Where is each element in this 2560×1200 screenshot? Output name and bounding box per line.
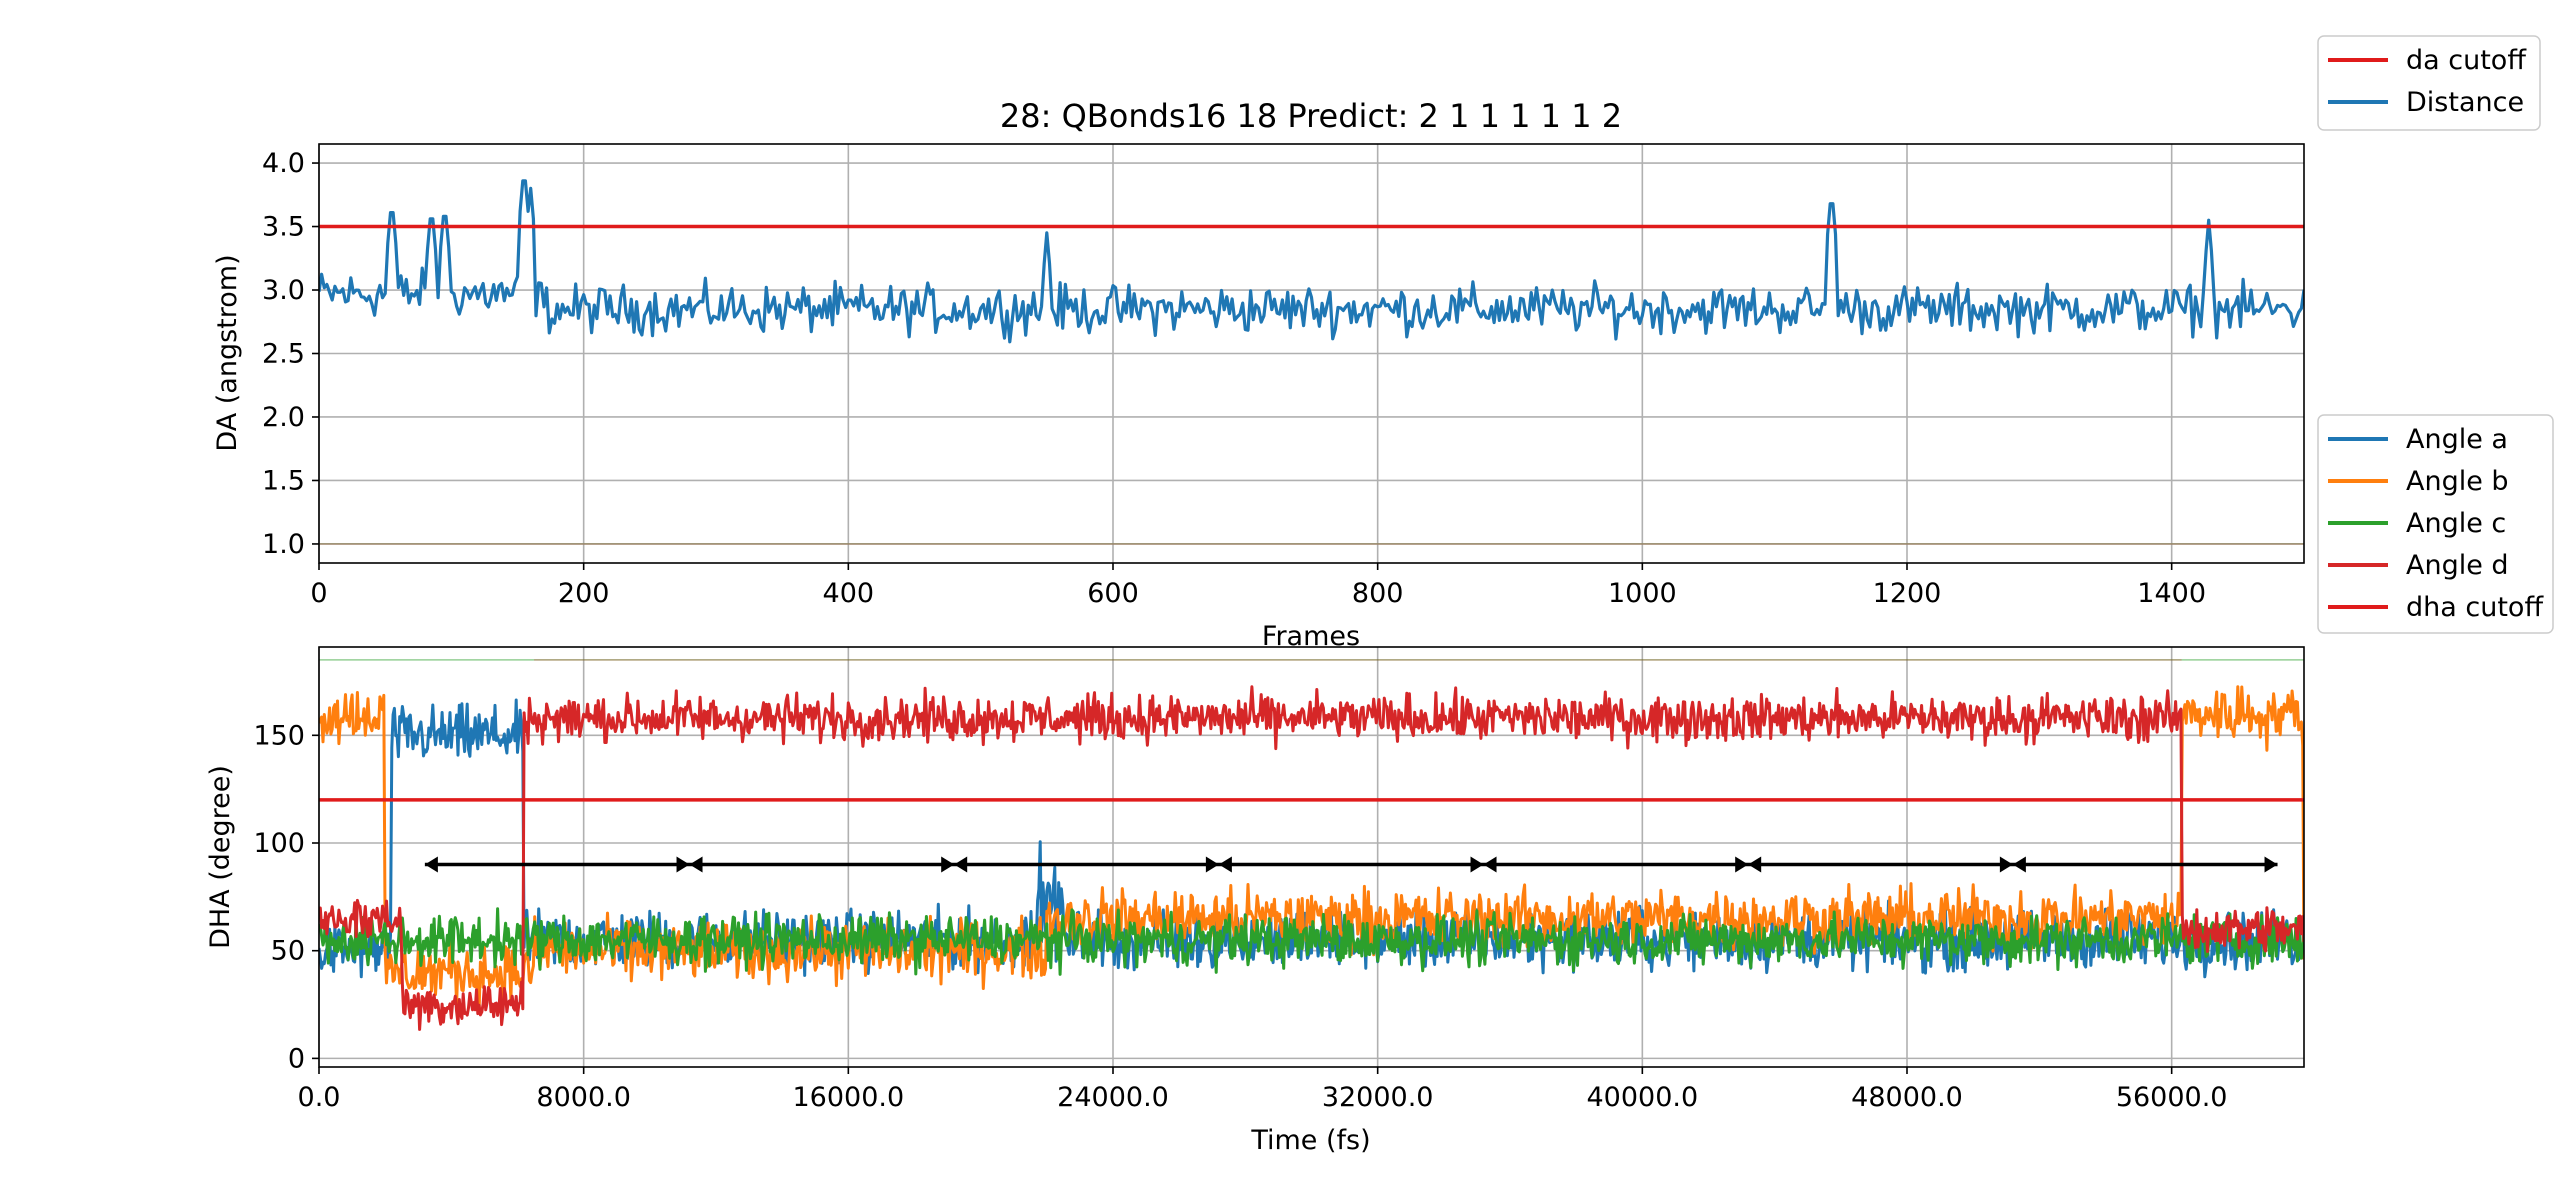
y-tick-label: 1.0 xyxy=(262,529,305,560)
marker-arrow-right xyxy=(689,856,703,873)
legend-label: dha cutoff xyxy=(2406,592,2544,623)
distance-plot-clip xyxy=(319,179,2304,545)
y-tick-label: 2.5 xyxy=(262,339,305,370)
x-tick-label: 800 xyxy=(1352,578,1404,609)
angle-ticks: 0.0 8000.0 16000.0 24000.0 32000.0 40000.0 480… xyxy=(253,720,2227,1113)
legend-label: da cutoff xyxy=(2406,45,2527,76)
x-tick-label: 8000.0 xyxy=(536,1082,630,1113)
marker-arrow-right xyxy=(2012,856,2026,873)
marker-arrow-left xyxy=(676,856,690,873)
series-line-angle-d xyxy=(319,685,2304,1031)
angle-plot-clip xyxy=(319,659,2304,1031)
legend-label: Angle a xyxy=(2406,424,2508,455)
x-tick-label: 400 xyxy=(823,578,875,609)
x-tick-label: 1200 xyxy=(1873,578,1942,609)
x-tick-label: 0.0 xyxy=(298,1082,341,1113)
x-tick-label: 1000 xyxy=(1608,578,1677,609)
y-tick-label: 150 xyxy=(253,720,305,751)
y-tick-label: 0 xyxy=(288,1043,305,1074)
angle-y-axis-label: DHA (degree) xyxy=(205,765,236,949)
x-tick-label: 600 xyxy=(1087,578,1139,609)
distance-grid xyxy=(318,144,2304,563)
x-tick-label: 24000.0 xyxy=(1057,1082,1169,1113)
distance-ticks: 0 200 400 600 800 1000 1200 1400 1.0 1.5 2.0 2.5 3.0… xyxy=(262,148,2206,609)
x-tick-label: 0 xyxy=(310,578,327,609)
distance-axes: 0 200 400 600 800 1000 1200 1400 1.0 1.5 2.0 2.5 3.0… xyxy=(212,143,2305,652)
x-tick-label: 48000.0 xyxy=(1851,1082,1963,1113)
series-line-distance xyxy=(319,179,2304,344)
angle-x-axis-label: Time (fs) xyxy=(1250,1125,1370,1156)
legend-item: Angle d xyxy=(2328,550,2509,581)
marker-arrow-right xyxy=(954,856,968,873)
distance-legend: da cutoff Distance xyxy=(2317,35,2541,131)
legend-item: Angle a xyxy=(2328,424,2508,455)
marker-arrow-right xyxy=(1748,856,1762,873)
series-line-angle-a xyxy=(319,698,2304,979)
legend-item: Angle b xyxy=(2328,466,2509,497)
marker-arrow-left xyxy=(2264,856,2278,873)
y-tick-label: 2.0 xyxy=(262,402,305,433)
marker-arrow-left xyxy=(1735,856,1749,873)
distance-y-axis-label: DA (angstrom) xyxy=(212,254,243,451)
y-tick-label: 50 xyxy=(271,936,305,967)
x-tick-label: 200 xyxy=(558,578,610,609)
x-tick-label: 1400 xyxy=(2137,578,2206,609)
marker-arrow-right xyxy=(1483,856,1497,873)
series-line-angle-c xyxy=(319,907,2304,976)
x-tick-label: 32000.0 xyxy=(1322,1082,1434,1113)
legend-item: da cutoff xyxy=(2328,45,2527,76)
y-tick-label: 3.0 xyxy=(262,275,305,306)
y-tick-label: 3.5 xyxy=(262,212,305,243)
x-tick-label: 56000.0 xyxy=(2116,1082,2228,1113)
angle-axes: 0.0 8000.0 16000.0 24000.0 32000.0 40000.0 480… xyxy=(205,646,2305,1156)
angle-legend: Angle a Angle b Angle c Angle d dha cutoff xyxy=(2317,414,2554,634)
legend-item: Distance xyxy=(2328,87,2524,118)
chart-title: 28: QBonds16 18 Predict: 2 1 1 1 1 1 2 xyxy=(1000,97,1622,135)
legend-label: Angle d xyxy=(2406,550,2509,581)
angle-legend-box xyxy=(2317,414,2554,634)
marker-arrow-left xyxy=(941,856,955,873)
x-tick-label: 40000.0 xyxy=(1587,1082,1699,1113)
angle-plot-area xyxy=(319,659,2304,1031)
legend-label: Angle c xyxy=(2406,508,2506,539)
distance-plot-area xyxy=(319,179,2304,545)
marker-arrow-right xyxy=(1218,856,1232,873)
legend-label: Angle b xyxy=(2406,466,2509,497)
angle-axes-frame xyxy=(318,646,2305,1068)
y-tick-label: 1.5 xyxy=(262,465,305,496)
legend-item: dha cutoff xyxy=(2328,592,2544,623)
marker-arrow-left xyxy=(1205,856,1219,873)
marker-arrow-left xyxy=(1999,856,2013,873)
y-tick-label: 100 xyxy=(253,828,305,859)
marker-arrow-left xyxy=(1470,856,1484,873)
marker-arrow-right xyxy=(424,856,438,873)
legend-item: Angle c xyxy=(2328,508,2506,539)
legend-label: Distance xyxy=(2406,87,2524,118)
x-tick-label: 16000.0 xyxy=(793,1082,905,1113)
y-tick-label: 4.0 xyxy=(262,148,305,179)
